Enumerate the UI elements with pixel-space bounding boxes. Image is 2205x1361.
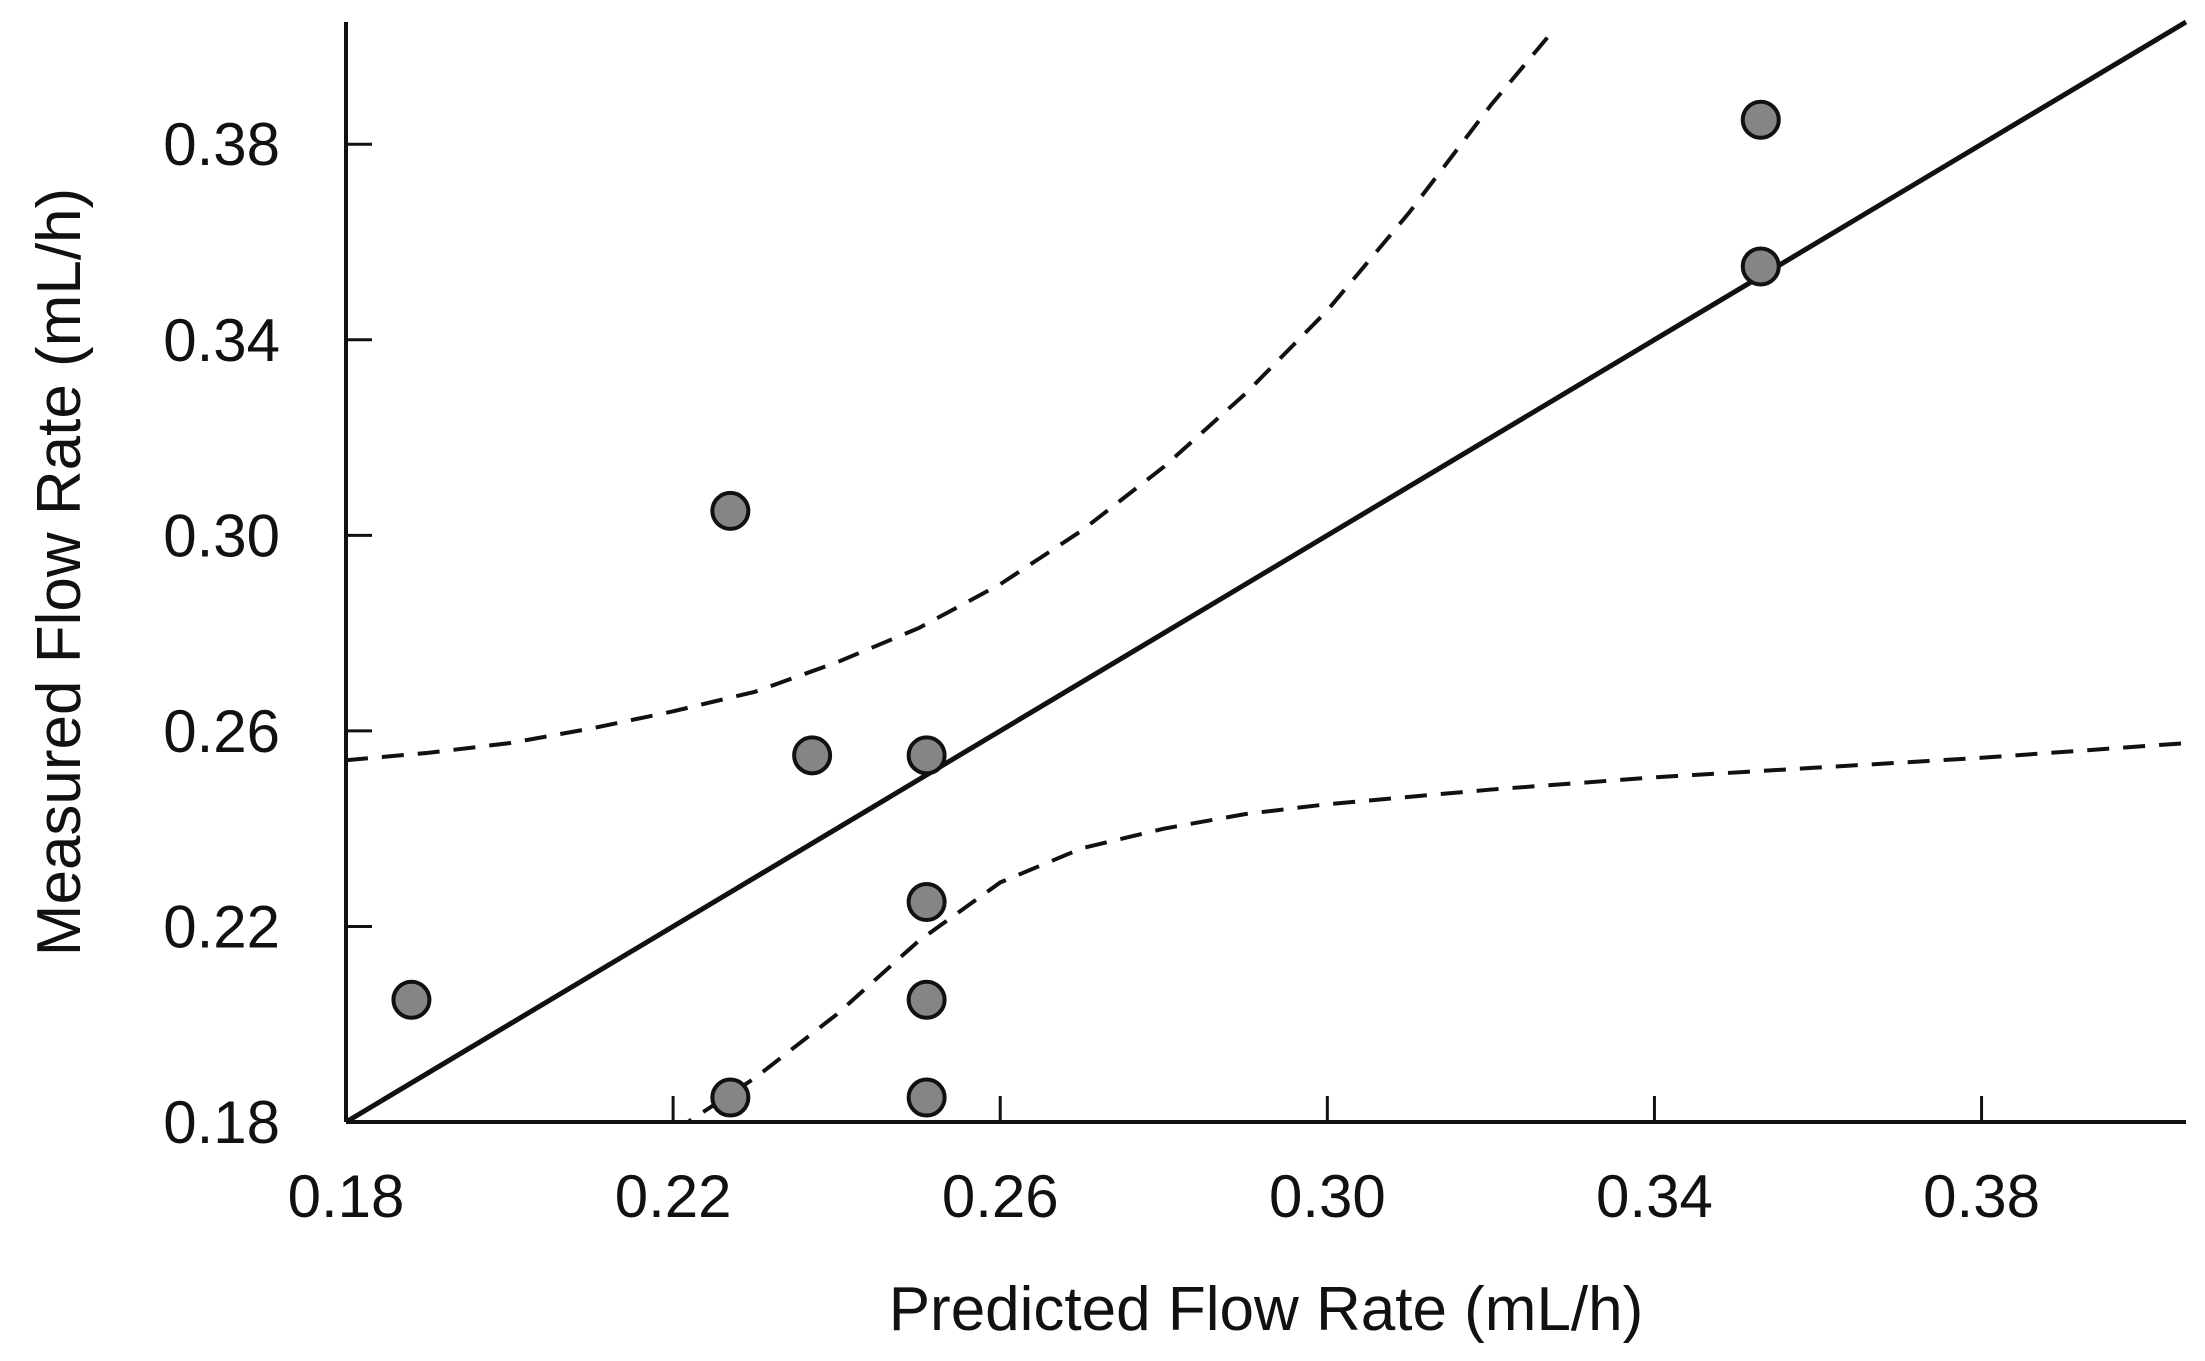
y-tick-label: 0.26 [163, 698, 280, 765]
y-ticks: 0.18 0.22 0.26 0.30 0.34 0.38 [163, 111, 372, 1156]
data-point [906, 979, 947, 1020]
regression-line [346, 19, 2188, 1122]
x-tick-label: 0.34 [1596, 1163, 1713, 1230]
data-point [906, 1077, 947, 1118]
data-point [710, 490, 751, 531]
data-point [391, 979, 432, 1020]
data-point [906, 735, 947, 776]
plot-area [346, 19, 2188, 1122]
data-point [792, 735, 833, 776]
y-tick-label: 0.30 [163, 502, 280, 569]
x-tick-label: 0.38 [1923, 1163, 2040, 1230]
x-axis-title: Predicted Flow Rate (mL/h) [889, 1275, 1644, 1344]
y-axis-title: Measured Flow Rate (mL/h) [25, 188, 94, 956]
upper-confidence-band [346, 35, 1550, 763]
data-point [1740, 99, 1781, 140]
x-tick-label: 0.18 [288, 1163, 405, 1230]
data-point [906, 882, 947, 922]
data-point [1740, 246, 1781, 287]
x-ticks: 0.18 0.22 0.26 0.30 0.34 0.38 [288, 1096, 2040, 1230]
y-tick-label: 0.38 [163, 111, 280, 178]
x-tick-label: 0.30 [1269, 1163, 1386, 1230]
y-tick-label: 0.34 [163, 307, 280, 374]
lower-confidence-band [684, 741, 2187, 1122]
x-tick-label: 0.26 [942, 1163, 1059, 1230]
y-tick-label: 0.22 [163, 893, 280, 960]
y-tick-label: 0.18 [163, 1089, 280, 1156]
x-tick-label: 0.22 [615, 1163, 732, 1230]
data-point [710, 1077, 751, 1118]
